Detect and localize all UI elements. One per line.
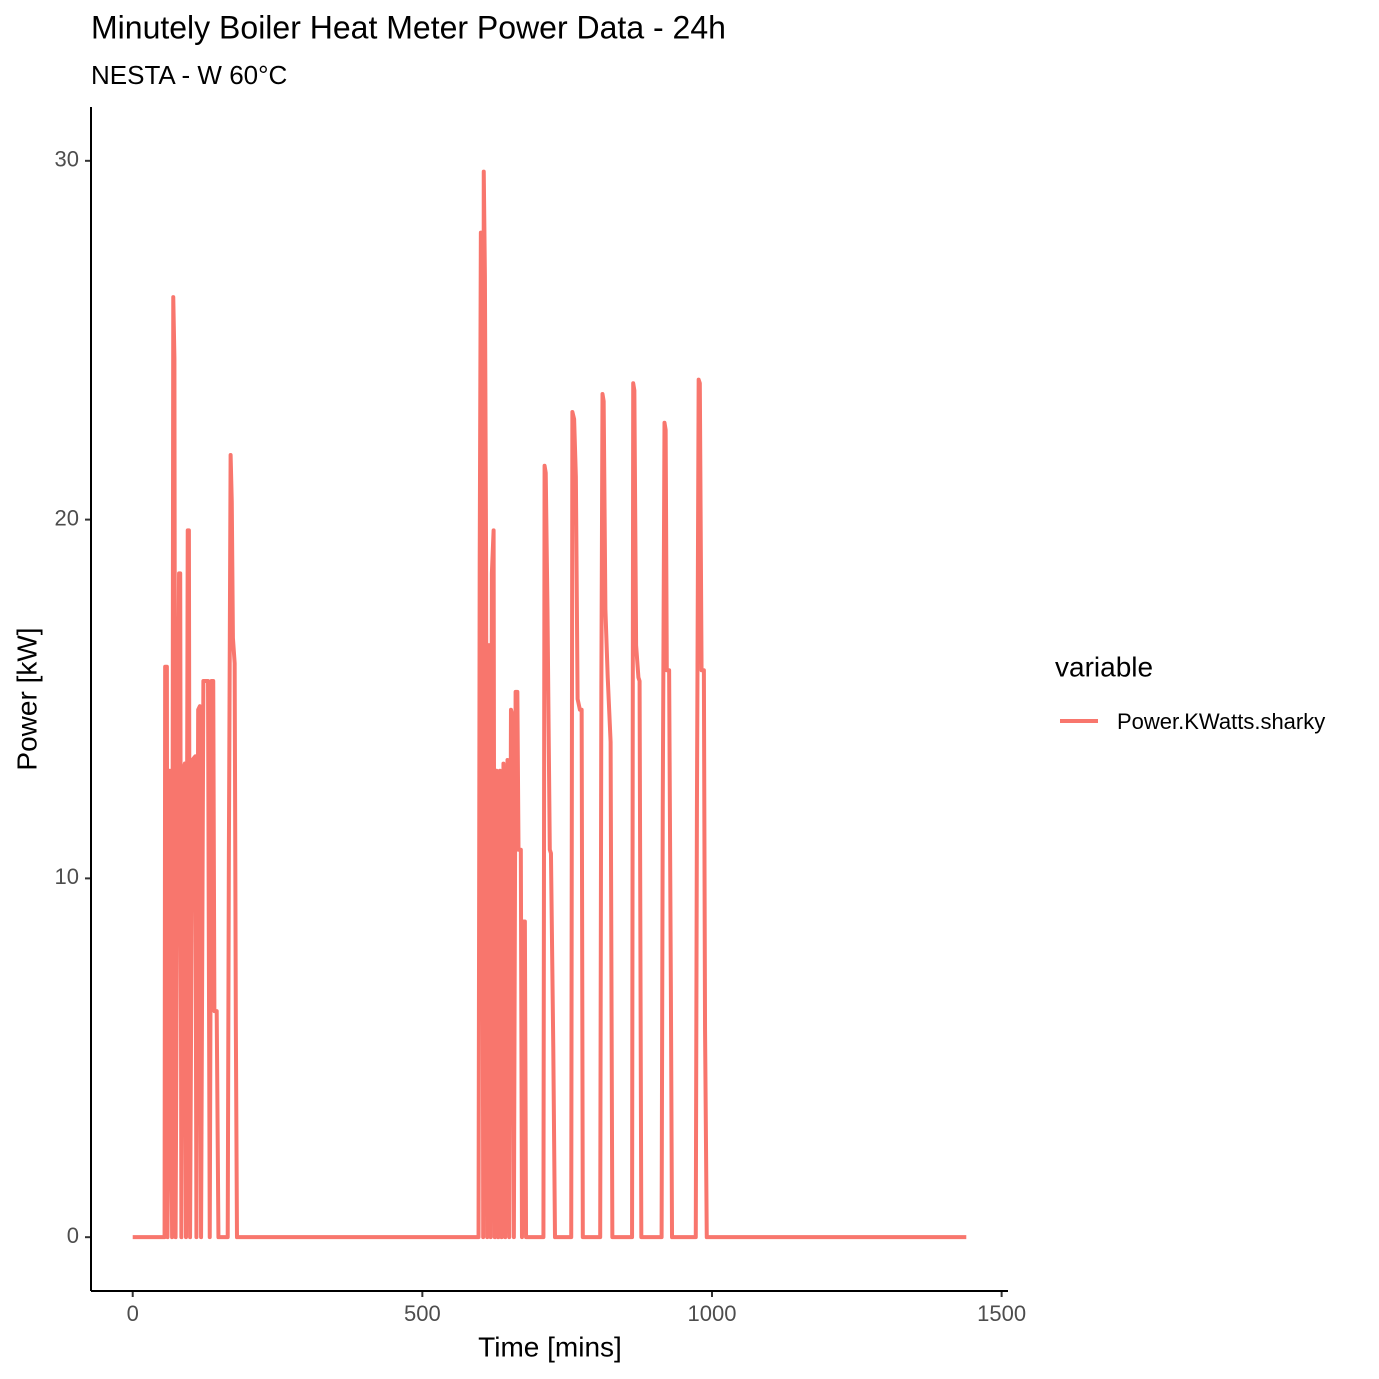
legend-title: variable — [1055, 651, 1153, 682]
legend-label: Power.KWatts.sharky — [1117, 709, 1325, 734]
chart-subtitle: NESTA - W 60°C — [91, 60, 287, 90]
chart-title: Minutely Boiler Heat Meter Power Data - … — [91, 9, 726, 45]
y-axis-label: Power [kW] — [11, 627, 42, 770]
y-tick-label: 30 — [55, 147, 79, 172]
x-tick-label: 500 — [404, 1301, 441, 1326]
x-tick-label: 1500 — [977, 1301, 1026, 1326]
x-tick-label: 0 — [127, 1301, 139, 1326]
x-tick-label: 1000 — [688, 1301, 737, 1326]
data-line — [132, 169, 967, 1240]
y-tick-label: 10 — [55, 864, 79, 889]
x-axis-label: Time [mins] — [478, 1331, 622, 1362]
y-tick-label: 0 — [67, 1223, 79, 1248]
y-tick-label: 20 — [55, 505, 79, 530]
